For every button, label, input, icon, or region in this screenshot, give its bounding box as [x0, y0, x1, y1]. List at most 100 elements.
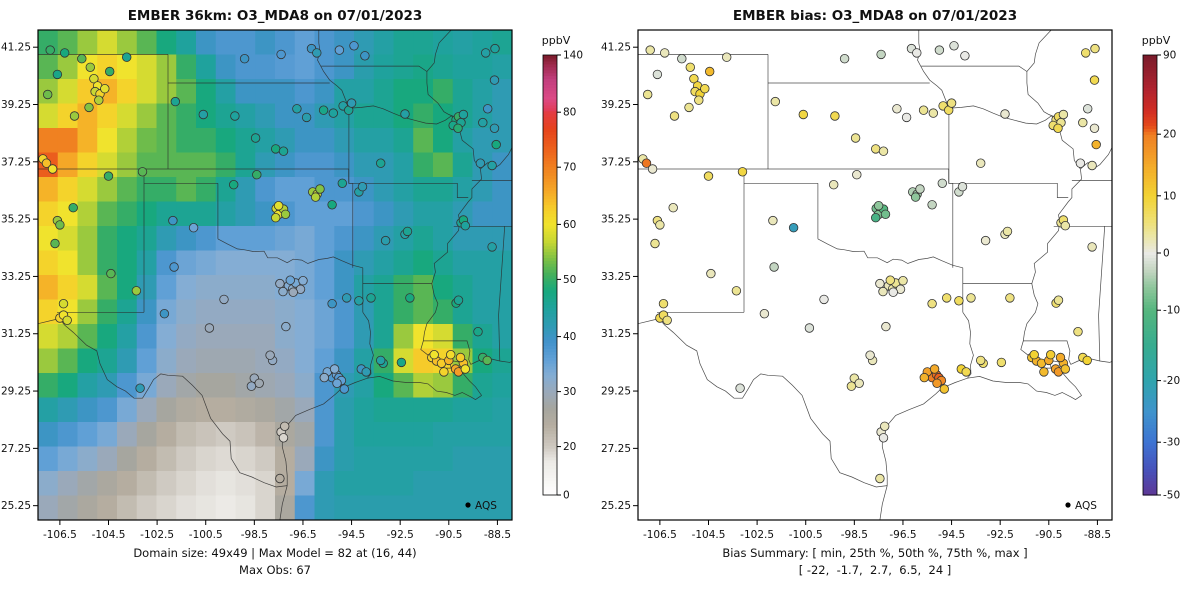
station-point [275, 473, 285, 484]
station-point [285, 275, 296, 285]
station-point [319, 372, 330, 383]
station-point [885, 275, 896, 285]
station-point [45, 45, 55, 55]
station-point [131, 286, 142, 296]
y-axis: 25.25 27.25 29.25 31.25 33.25 35.25 37.25 39.25… [601, 42, 638, 512]
station-point [846, 381, 857, 391]
station-point [788, 222, 799, 233]
station-point [694, 95, 704, 105]
model-caption-maxobs: Max Obs: 67 [239, 563, 311, 577]
x-axis: -106.5 -104.5 -102.5 -100.5 -98.5 -96.5 -94.5 -… [43, 520, 511, 541]
svg-text:39.25: 39.25 [1, 99, 31, 111]
station-point [1005, 293, 1015, 303]
station-point [759, 309, 770, 319]
station-point [376, 355, 386, 366]
station-point [918, 105, 929, 115]
station-point [265, 350, 275, 360]
station-point [453, 123, 463, 134]
station-point [1053, 123, 1063, 134]
aqs-legend: AQS [1065, 500, 1097, 512]
station-point [1039, 367, 1049, 377]
station-point [954, 296, 964, 306]
station-point [482, 355, 492, 366]
colorbar: -50 -30 -20 -10 0 10 20 90 ppbV [1142, 34, 1180, 502]
svg-text:33.25: 33.25 [1, 271, 31, 283]
station-point [246, 381, 257, 391]
model-map-svg: -106.5 -104.5 -102.5 -100.5 -98.5 -96.5 -94.5 -… [1, 29, 583, 541]
station-point [402, 226, 413, 237]
station-point [643, 89, 653, 100]
svg-text:29.25: 29.25 [601, 386, 631, 398]
model-caption-domain: Domain size: 49x49 | Max Model = 82 at (… [133, 546, 417, 560]
station-point [135, 383, 145, 393]
station-point [703, 171, 714, 181]
state-borders [638, 30, 1112, 520]
station-point [878, 286, 888, 297]
station-point [69, 111, 80, 121]
station-point [239, 54, 250, 64]
station-point [168, 215, 178, 226]
station-point [880, 209, 891, 220]
svg-text:-98.5: -98.5 [241, 529, 268, 541]
plot-frame [637, 29, 1113, 521]
station-point [250, 133, 261, 143]
svg-text:20: 20 [563, 441, 576, 453]
station-point [919, 372, 930, 383]
station-point [357, 181, 368, 192]
station-point [650, 238, 660, 249]
station-point [489, 75, 500, 85]
station-point [1087, 160, 1097, 171]
station-point [252, 169, 262, 180]
station-point [881, 321, 891, 332]
station-point [961, 367, 971, 377]
svg-text:30: 30 [563, 386, 576, 398]
station-point [980, 235, 991, 246]
station-point [706, 268, 716, 279]
station-point [937, 178, 948, 189]
svg-text:-30: -30 [1163, 437, 1180, 449]
svg-text:-94.5: -94.5 [938, 529, 965, 541]
station-point [1029, 350, 1039, 360]
station-point [288, 287, 298, 297]
station-point [871, 212, 881, 223]
station-point [878, 146, 889, 156]
station-point [301, 112, 312, 123]
station-point [278, 433, 289, 443]
svg-text:-50: -50 [1163, 490, 1180, 502]
station-point [966, 293, 976, 303]
station-point [1091, 139, 1101, 150]
station-point [737, 167, 748, 177]
station-point [327, 200, 337, 210]
svg-text:40: 40 [563, 331, 576, 343]
station-point [275, 278, 285, 289]
station-point [652, 69, 663, 80]
station-point [871, 144, 881, 154]
station-point [489, 123, 500, 134]
svg-text:-92.5: -92.5 [987, 529, 1014, 541]
svg-text:35.25: 35.25 [1, 214, 31, 226]
station-point [361, 367, 371, 377]
station-point [768, 215, 778, 226]
station-point [819, 294, 829, 305]
station-point [439, 367, 449, 377]
station-point [334, 45, 345, 55]
station-point [298, 276, 308, 286]
panel-model: -106.5 -104.5 -102.5 -100.5 -98.5 -96.5 -94.5 -… [1, 8, 583, 577]
station-point [52, 69, 63, 80]
svg-text:-102.5: -102.5 [740, 529, 774, 541]
station-point [898, 276, 908, 286]
svg-text:-94.5: -94.5 [338, 529, 365, 541]
station-point [934, 45, 945, 55]
station-point [901, 112, 912, 123]
station-point [873, 200, 884, 211]
station-point [854, 378, 864, 389]
station-point [1075, 158, 1086, 168]
svg-text:AQS: AQS [475, 500, 497, 512]
station-point [346, 98, 357, 108]
station-point [721, 52, 732, 62]
station-point [198, 109, 209, 120]
station-point [100, 83, 110, 94]
svg-text:25.25: 25.25 [1, 500, 31, 512]
station-point [400, 109, 410, 119]
